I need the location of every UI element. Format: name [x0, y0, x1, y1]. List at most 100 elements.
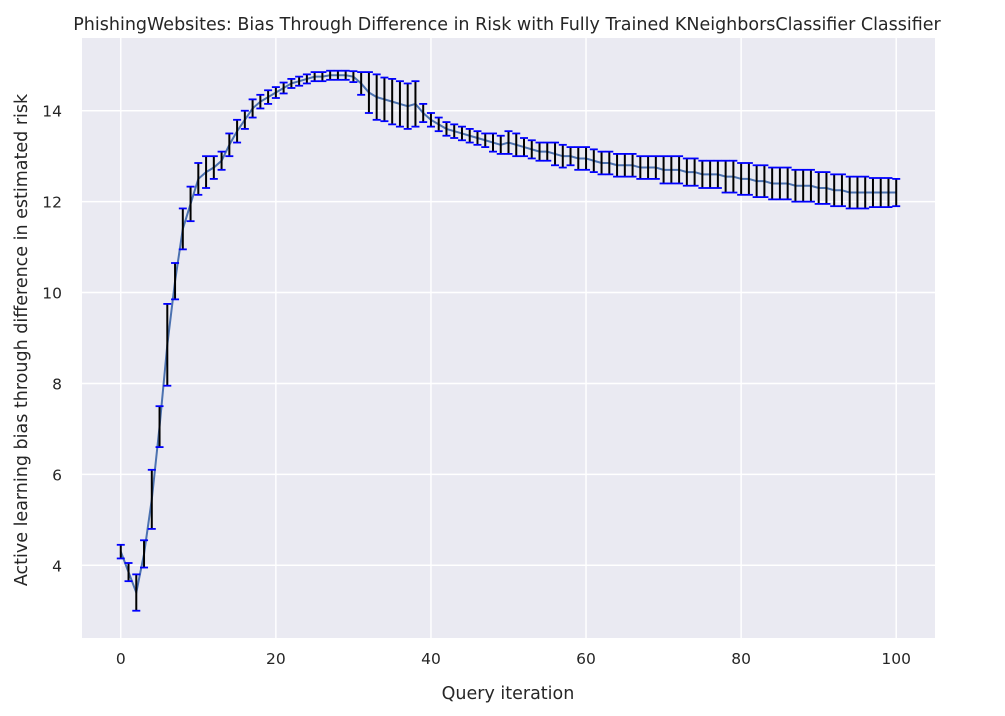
error-bar: [644, 155, 653, 180]
error-bar: [233, 118, 242, 144]
error-bar: [667, 155, 676, 185]
error-bar: [465, 128, 474, 144]
error-bar: [861, 175, 870, 210]
error-bar: [264, 89, 273, 105]
x-tick-label: 100: [881, 650, 911, 668]
y-tick-labels: 4 6 8 10 12 14: [42, 103, 62, 576]
errorbar-layer: [116, 69, 901, 612]
error-bar: [775, 166, 784, 201]
error-bar: [473, 130, 482, 146]
error-bar: [760, 164, 769, 198]
error-bar: [457, 125, 466, 142]
error-bar: [240, 109, 249, 130]
error-bar: [729, 159, 738, 194]
y-tick-label: 10: [42, 285, 62, 303]
error-bar: [690, 157, 699, 187]
error-bar: [333, 69, 342, 81]
y-tick-label: 12: [42, 194, 62, 212]
error-bar: [217, 150, 226, 171]
error-bar: [147, 468, 156, 530]
y-tick-label: 14: [42, 103, 62, 121]
error-bar: [256, 93, 265, 110]
error-bar: [364, 71, 373, 114]
chart-title: PhishingWebsites: Bias Through Differenc…: [73, 15, 941, 35]
error-bar: [186, 185, 195, 223]
error-bar: [395, 80, 404, 128]
error-bar: [302, 73, 311, 85]
error-bar: [349, 70, 358, 83]
error-bar: [225, 132, 234, 158]
error-bar: [287, 78, 296, 89]
error-bar: [419, 103, 428, 123]
error-bar: [357, 71, 366, 96]
error-bar: [868, 177, 877, 208]
error-bar: [628, 153, 637, 178]
plot-area: [82, 38, 935, 638]
error-bar: [512, 132, 521, 158]
y-tick-label: 6: [52, 466, 62, 484]
x-tick-label: 0: [116, 650, 126, 668]
error-bar: [682, 157, 691, 187]
error-bar: [450, 123, 459, 139]
x-tick-label: 60: [576, 650, 596, 668]
error-bar: [830, 173, 839, 208]
error-bar: [636, 155, 645, 180]
error-bar: [341, 69, 350, 81]
error-bar: [209, 155, 218, 180]
error-bar: [543, 141, 552, 162]
error-bar: [597, 150, 606, 176]
error-bar: [163, 303, 172, 387]
error-bar: [527, 139, 536, 160]
error-bar: [799, 168, 808, 203]
error-bar: [140, 539, 149, 569]
error-bar: [721, 159, 730, 194]
error-bar: [520, 137, 529, 158]
error-bar: [481, 132, 490, 148]
x-tick-label: 40: [421, 650, 441, 668]
error-bar: [837, 173, 846, 208]
error-bar: [326, 69, 335, 81]
error-bar: [171, 262, 180, 301]
error-bar: [876, 177, 885, 208]
error-bar: [620, 153, 629, 178]
error-bar: [822, 171, 831, 205]
error-bar: [380, 76, 389, 123]
error-bar: [806, 168, 815, 203]
grid: [82, 38, 935, 638]
error-bar: [814, 171, 823, 205]
error-bar: [853, 175, 862, 210]
error-bar: [768, 166, 777, 201]
error-bar: [605, 150, 614, 176]
error-bar: [845, 175, 854, 210]
error-bar: [504, 130, 513, 155]
error-bar: [791, 168, 800, 203]
error-bar: [434, 116, 443, 133]
y-axis-label: Active learning bias through difference …: [12, 93, 32, 586]
error-bar: [271, 86, 280, 99]
x-tick-label: 20: [266, 650, 286, 668]
error-bar: [566, 146, 575, 167]
error-bar: [744, 162, 753, 196]
error-bar: [589, 148, 598, 173]
error-bar: [706, 159, 715, 189]
x-tick-labels: 0 20 40 60 80 100: [116, 650, 911, 668]
error-bar: [737, 162, 746, 196]
error-bar: [659, 155, 668, 185]
error-bar: [124, 562, 133, 583]
error-bar: [248, 98, 257, 119]
error-bar: [155, 405, 164, 448]
y-tick-label: 8: [52, 375, 62, 393]
error-bar: [403, 82, 412, 130]
error-bar: [651, 155, 660, 180]
error-bar: [116, 543, 125, 560]
error-bar: [675, 155, 684, 185]
error-bar: [388, 78, 397, 126]
error-bar: [752, 164, 761, 198]
error-bar: [178, 207, 187, 251]
error-bar: [783, 166, 792, 201]
x-tick-label: 80: [731, 650, 751, 668]
error-bar: [713, 159, 722, 189]
error-bar: [558, 143, 567, 169]
error-bar: [202, 155, 211, 189]
